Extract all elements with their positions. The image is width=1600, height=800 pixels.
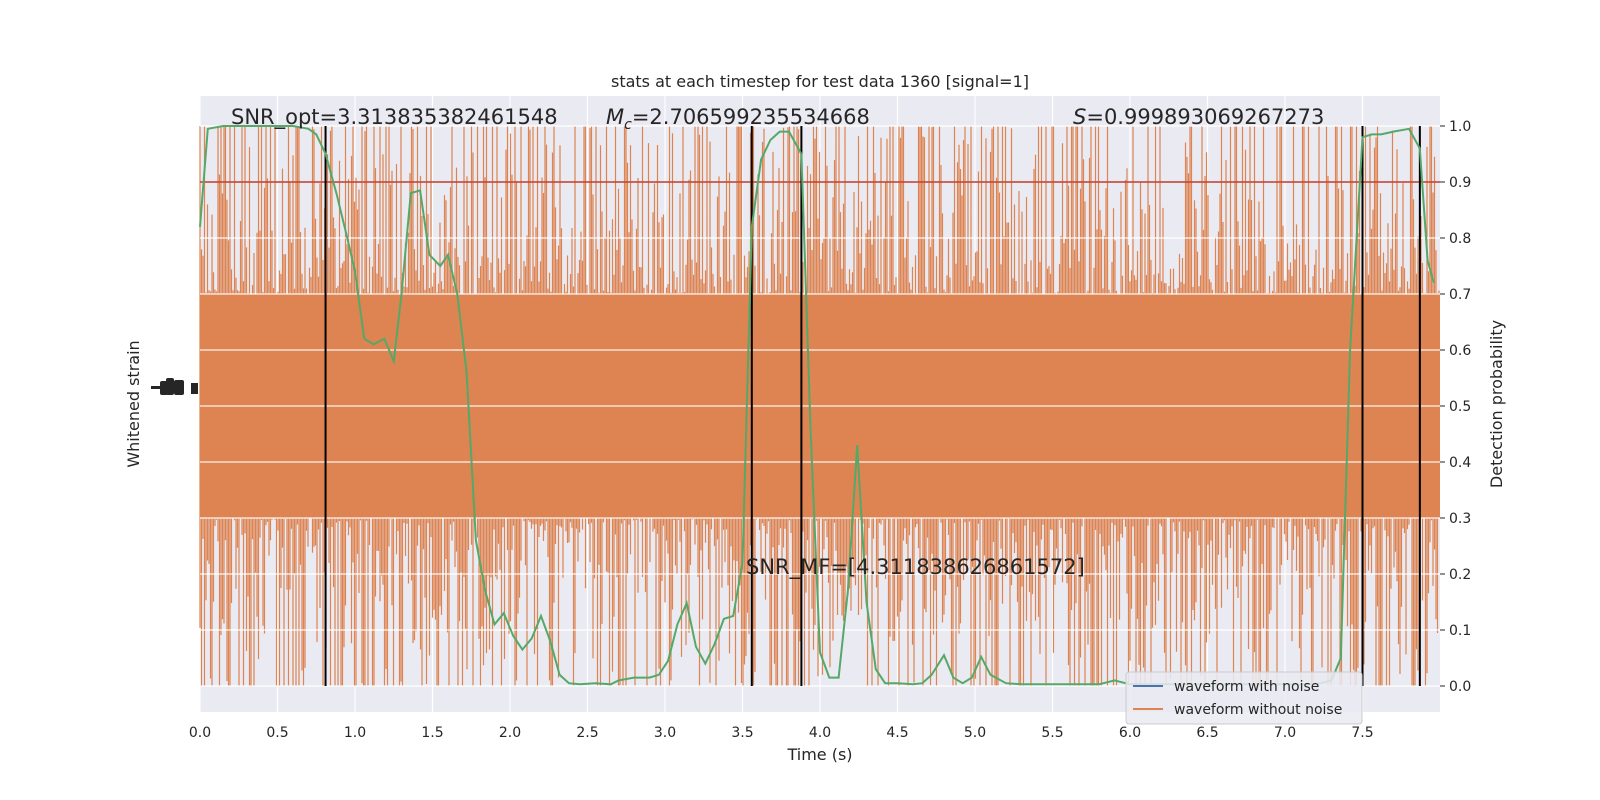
waveform-without-noise-trace — [199, 125, 1440, 687]
left-axis-clutter — [151, 378, 198, 395]
x-tick-label: 6.5 — [1196, 725, 1218, 741]
x-tick-label: 6.0 — [1119, 725, 1141, 741]
y-tick-label: 0.1 — [1449, 623, 1471, 639]
y-tick-label: 0.5 — [1449, 399, 1471, 415]
mc-symbol: M — [606, 105, 624, 129]
snr-mf-annotation: SNR_MF=[4.311838626861572] — [746, 555, 1085, 580]
y-tick-label: 0.6 — [1449, 343, 1471, 359]
x-tick-label: 1.0 — [344, 725, 366, 741]
legend: waveform with noise waveform without noi… — [1125, 671, 1363, 725]
noise-spikes — [199, 126, 1440, 686]
x-tick-label: 2.0 — [499, 725, 521, 741]
x-tick-label: 7.5 — [1351, 725, 1373, 741]
snr-opt-annotation: SNR_opt=3.313835382461548 — [231, 105, 558, 130]
right-y-tick-labels: 0.0 0.1 0.2 0.3 0.4 0.5 0.6 0.7 0.8 0.9 1.0 — [1440, 119, 1471, 695]
mc-subscript: c — [624, 117, 632, 133]
y-tick-label: 0.2 — [1449, 567, 1471, 583]
chart-title: stats at each timestep for test data 136… — [611, 72, 1029, 91]
x-tick-label: 7.0 — [1274, 725, 1296, 741]
y-tick-label: 0.7 — [1449, 287, 1471, 303]
x-tick-label: 5.0 — [964, 725, 986, 741]
left-axis-overlap-mark — [166, 378, 174, 395]
x-tick-label: 4.5 — [886, 725, 908, 741]
left-y-axis-label: Whitened strain — [124, 340, 143, 467]
x-tick-label: 3.0 — [654, 725, 676, 741]
x-tick-label: 0.5 — [266, 725, 288, 741]
s-symbol: S — [1073, 105, 1086, 129]
detection-probability-line — [199, 125, 1435, 686]
s-value: =0.999893069267273 — [1086, 105, 1324, 129]
chirp-mass-annotation: Mc=2.706599235534668 — [606, 105, 870, 133]
y-tick-label: 0.3 — [1449, 511, 1471, 527]
x-axis-label: Time (s) — [786, 745, 852, 764]
left-axis-overlap-mark — [174, 380, 184, 395]
vertical-marker-lines — [324, 126, 1421, 686]
y-tick-label: 0.9 — [1449, 175, 1471, 191]
s-statistic-annotation: S=0.999893069267273 — [1073, 105, 1324, 129]
x-tick-label: 3.5 — [731, 725, 753, 741]
legend-label-waveform-without-noise: waveform without noise — [1174, 702, 1342, 718]
x-tick-label: 1.5 — [421, 725, 443, 741]
y-tick-label: 0.0 — [1449, 679, 1471, 695]
left-axis-overlap-mark — [191, 383, 198, 394]
y-tick-label: 1.0 — [1449, 119, 1471, 135]
right-y-axis-label: Detection probability — [1487, 320, 1506, 488]
y-tick-label: 0.4 — [1449, 455, 1471, 471]
mc-value: =2.706599235534668 — [632, 105, 870, 129]
legend-label-waveform-with-noise: waveform with noise — [1174, 679, 1319, 695]
x-tick-label: 0.0 — [189, 725, 211, 741]
left-axis-overlap-mark — [151, 386, 162, 389]
x-tick-label: 4.0 — [809, 725, 831, 741]
legend-box — [1125, 671, 1363, 725]
x-tick-labels: 0.0 0.5 1.0 1.5 2.0 2.5 3.0 3.5 4.0 4.5 5.0 5.5 6.0 6… — [189, 725, 1374, 741]
x-tick-label: 2.5 — [576, 725, 598, 741]
y-tick-label: 0.8 — [1449, 231, 1471, 247]
x-tick-label: 5.5 — [1041, 725, 1063, 741]
